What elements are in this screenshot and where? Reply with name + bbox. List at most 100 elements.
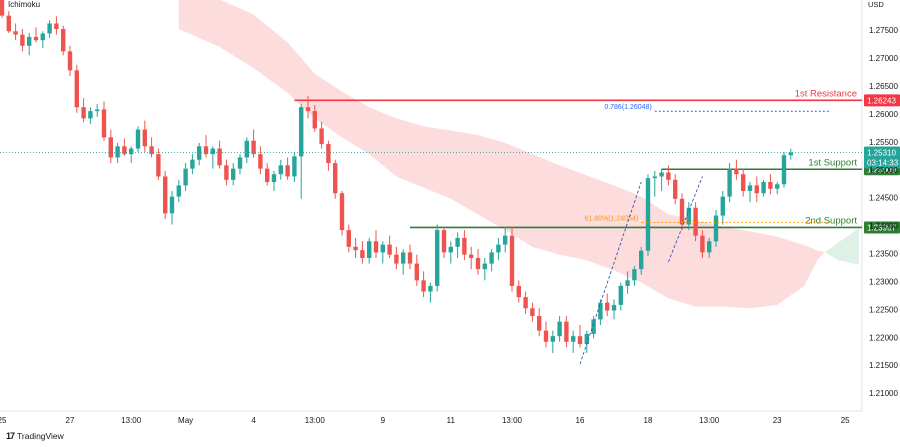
- x-tick-label: 13:00: [502, 416, 523, 425]
- candle-body: [67, 51, 73, 71]
- levels: 1st Resistance 1.26243 1st Support 1.25009 2…: [294, 88, 900, 234]
- candle-body: [360, 250, 365, 258]
- candle-body: [693, 207, 698, 236]
- level-price-tag: [864, 221, 900, 234]
- candle-body: [489, 252, 494, 264]
- level-price-text: 1.26243: [867, 96, 896, 105]
- tradingview-brand[interactable]: 17 TradingView: [6, 431, 64, 441]
- candle-body: [20, 34, 25, 46]
- candle-body: [122, 146, 127, 155]
- candle-body: [509, 235, 515, 286]
- candle-body: [61, 29, 66, 52]
- candle-body: [13, 31, 18, 35]
- candle-body: [530, 308, 535, 317]
- candle-body: [183, 168, 188, 186]
- x-tick-label: 23: [773, 416, 782, 425]
- candle-body: [503, 235, 508, 245]
- bearish-cloud: [178, 0, 825, 309]
- candle-body: [550, 336, 555, 342]
- last-price-text: 1.25310: [867, 148, 896, 157]
- bullish-cloud: [824, 228, 859, 265]
- candle-body: [516, 285, 521, 298]
- candle-body: [265, 168, 270, 183]
- candle-body: [781, 155, 787, 185]
- y-tick-label: 1.27000: [869, 54, 898, 63]
- candle-body: [33, 36, 39, 41]
- level-price-tag: [864, 94, 900, 107]
- candle-body: [380, 244, 385, 253]
- last-price-tag: [864, 146, 900, 169]
- candle-body: [462, 237, 467, 255]
- candle-body: [163, 176, 168, 214]
- y-tick-label: 1.22500: [869, 305, 898, 314]
- candle-body: [142, 129, 147, 147]
- x-tick-label: 27: [66, 416, 75, 425]
- y-tick-label: 1.26500: [869, 82, 898, 91]
- candle-body: [0, 0, 5, 16]
- candle-body: [659, 172, 664, 177]
- candle-body: [156, 154, 161, 177]
- candle-body: [305, 107, 311, 112]
- candle-body: [611, 304, 617, 311]
- candle-body: [333, 163, 338, 194]
- candle-body: [754, 185, 759, 194]
- candle-body: [700, 235, 705, 253]
- candle-body: [319, 128, 324, 145]
- candle-body: [237, 157, 243, 169]
- candle-body: [95, 109, 100, 112]
- candle-body: [251, 140, 256, 155]
- candle-body: [414, 263, 419, 281]
- candle-body: [27, 36, 32, 46]
- candle-body: [455, 237, 460, 247]
- candle-body: [135, 129, 141, 149]
- y-tick-label: 1.25000: [869, 166, 898, 175]
- x-tick-label: 25: [0, 416, 7, 425]
- candle-body: [346, 230, 351, 247]
- y-tick-label: 1.26000: [869, 110, 898, 119]
- candle-body: [197, 146, 202, 160]
- y-tick-label: 1.22000: [869, 333, 898, 342]
- zigzag-line: [667, 176, 703, 263]
- candle-body: [210, 148, 215, 155]
- candle-body: [564, 321, 569, 342]
- level-price-text: 1.23967: [867, 223, 896, 232]
- fib-label: 0.786(1.26048): [604, 104, 651, 111]
- candle-body: [673, 179, 678, 199]
- candle-body: [537, 316, 542, 331]
- y-tick-label: 1.24000: [869, 222, 898, 231]
- candle-body: [543, 330, 549, 342]
- candle-body: [421, 280, 426, 292]
- currency-label: USD: [868, 0, 884, 9]
- x-tick-label: May: [178, 416, 193, 425]
- x-tick-label: 4: [251, 416, 256, 425]
- x-tick-label: 13:00: [699, 416, 720, 425]
- candle-body: [401, 252, 406, 264]
- candle-body: [448, 246, 453, 253]
- candle-body: [367, 241, 372, 258]
- candle-body: [394, 254, 399, 264]
- candle-body: [632, 269, 637, 281]
- level-label: 1st Resistance: [795, 88, 857, 99]
- candle-body: [387, 244, 392, 255]
- candle-body: [707, 241, 712, 253]
- candle-body: [6, 15, 11, 32]
- candle-body: [373, 241, 379, 253]
- candle-body: [591, 319, 596, 334]
- level-price-text: 1.25009: [867, 165, 896, 174]
- candle-body: [407, 252, 413, 264]
- candle-body: [428, 285, 433, 292]
- candle-body: [115, 146, 120, 158]
- candle-body: [54, 23, 59, 30]
- candle-body: [258, 154, 263, 169]
- candle-body: [577, 336, 583, 344]
- candle-body: [339, 193, 345, 231]
- candle-body: [482, 263, 487, 270]
- candle-body: [149, 146, 154, 155]
- indicator-label[interactable]: Ichimoku: [8, 0, 41, 9]
- y-tick-label: 1.27500: [869, 26, 898, 35]
- ichimoku-cloud: [178, 0, 859, 309]
- candle-body: [598, 302, 603, 320]
- annotations: 0.786(1.26048) 61.80%(1.24054) 1.2531003:1…: [0, 104, 900, 365]
- candle-body: [353, 246, 358, 251]
